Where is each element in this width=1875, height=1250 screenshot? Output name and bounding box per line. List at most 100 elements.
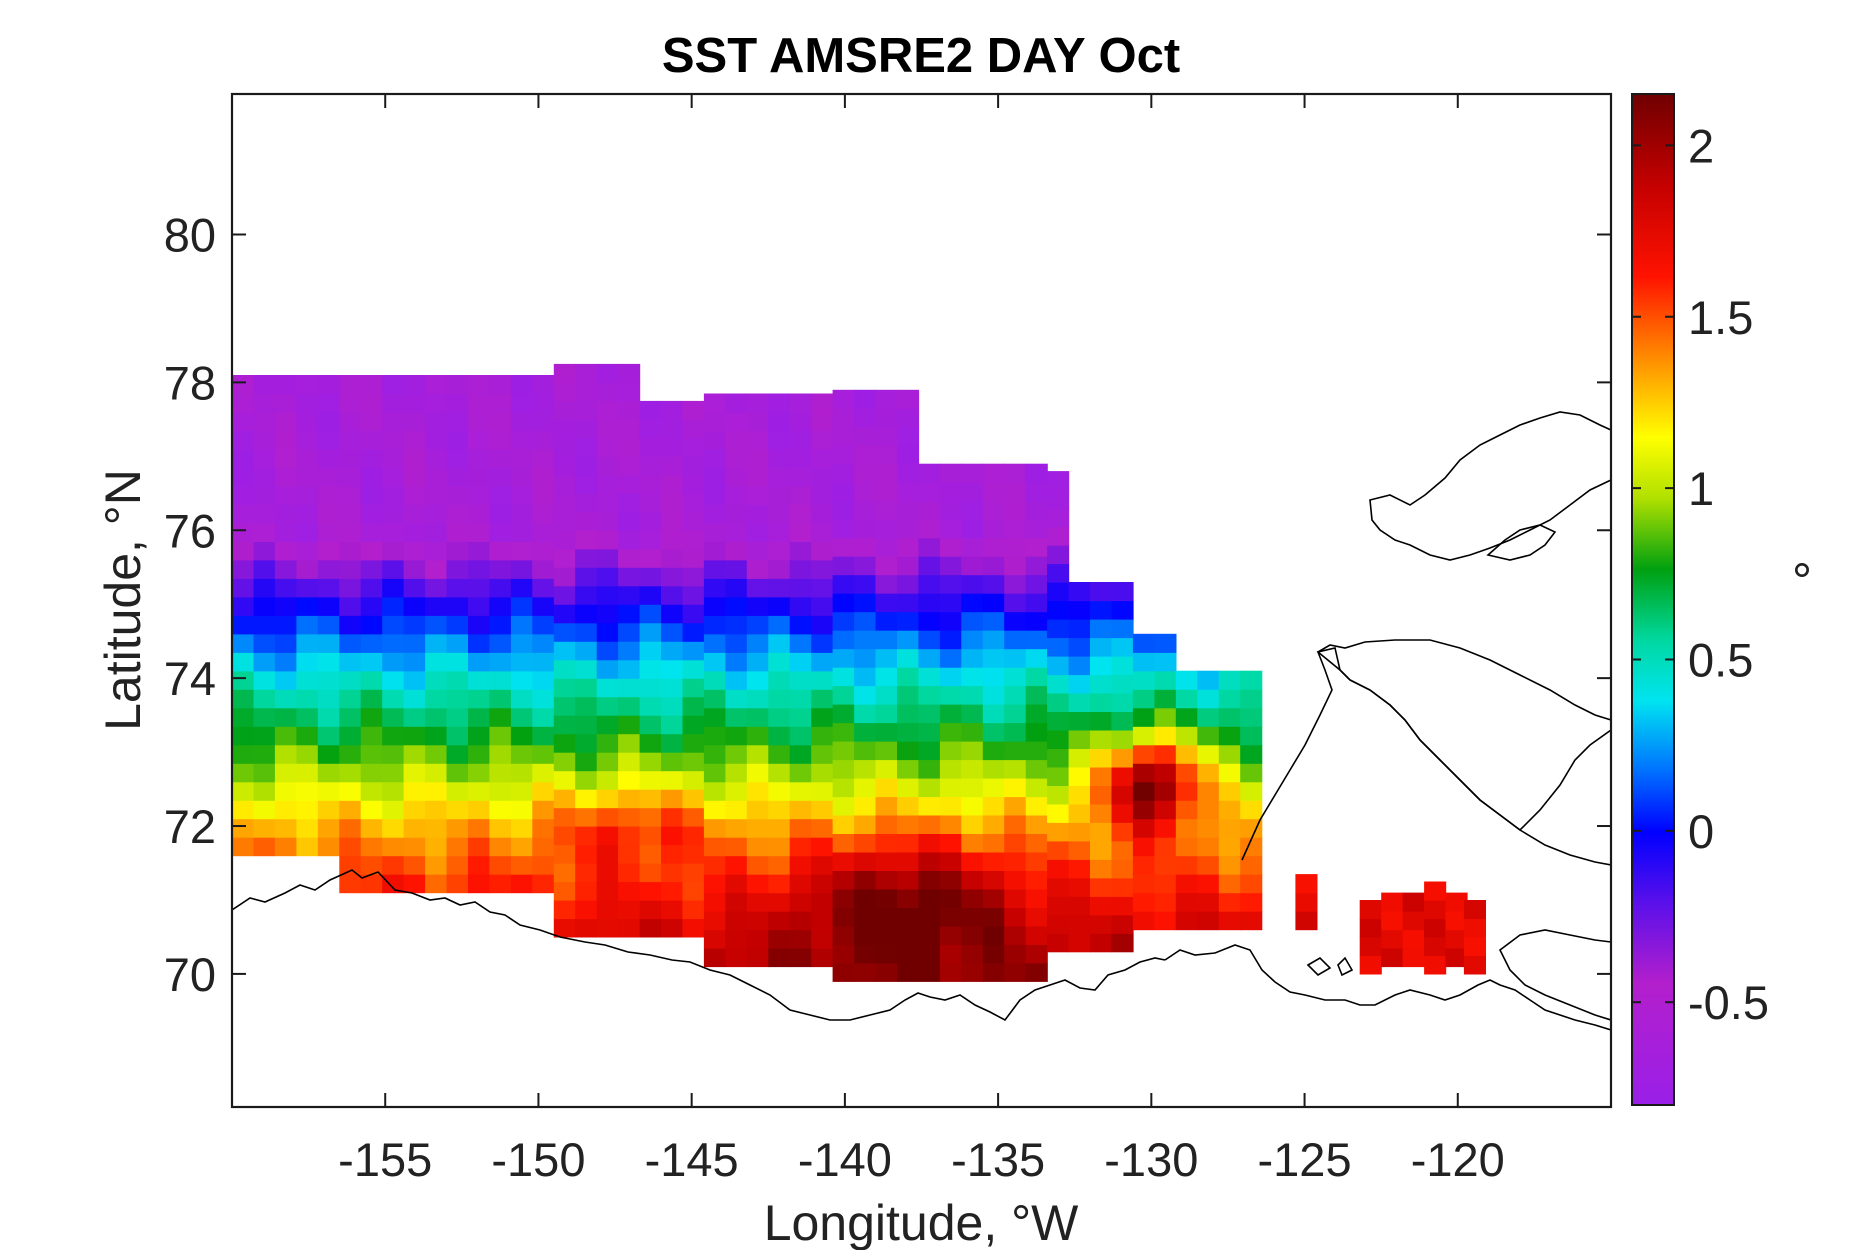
heatmap-cell (961, 630, 984, 650)
heatmap-cell (661, 696, 684, 716)
heatmap-cell (789, 800, 812, 820)
heatmap-cell (553, 863, 576, 883)
heatmap-cell (1025, 814, 1048, 834)
heatmap-cell (253, 707, 276, 727)
heatmap-cell (553, 622, 576, 642)
heatmap-cell (360, 448, 383, 468)
heatmap-cell (661, 881, 684, 901)
heatmap-cell (682, 585, 705, 605)
heatmap-cell (1240, 689, 1263, 709)
heatmap-cell (446, 578, 469, 598)
heatmap-cell (1090, 785, 1113, 805)
heatmap-cell (575, 363, 598, 383)
heatmap-cell (317, 726, 340, 746)
heatmap-cell (939, 667, 962, 687)
colorbar-ticks: -0.5 0 0.5 1 1.5 2 (1632, 119, 1769, 1029)
heatmap-cell (274, 652, 297, 672)
heatmap-cell (939, 833, 962, 853)
heatmap-cell (811, 393, 834, 413)
heatmap-cell (446, 559, 469, 579)
heatmap-cell (875, 426, 898, 446)
heatmap-cell (854, 925, 877, 945)
heatmap-cell (1004, 759, 1027, 779)
heatmap-cell (425, 874, 448, 894)
heatmap-cell (510, 615, 533, 635)
heatmap-cell (961, 611, 984, 631)
heatmap-cell (274, 670, 297, 690)
heatmap-cell (596, 752, 619, 772)
heatmap-cell (897, 704, 920, 724)
heatmap-cell (897, 851, 920, 871)
heatmap-cell (982, 648, 1005, 668)
heatmap-cell (553, 585, 576, 605)
heatmap-cell (1090, 637, 1113, 657)
heatmap-cell (532, 485, 555, 505)
heatmap-cell (768, 615, 791, 635)
heatmap-cell (468, 837, 491, 857)
heatmap-cell (510, 448, 533, 468)
heatmap-cell (1154, 744, 1177, 764)
heatmap-cell (854, 574, 877, 594)
heatmap-cell (296, 467, 319, 487)
heatmap-cell (618, 733, 641, 753)
heatmap-cell (532, 689, 555, 709)
heatmap-cell (596, 696, 619, 716)
heatmap-cell (1111, 914, 1134, 934)
heatmap-cell (746, 596, 769, 616)
heatmap-cell (489, 504, 512, 524)
heatmap-cell (768, 596, 791, 616)
heatmap-cell (360, 744, 383, 764)
heatmap-cell (232, 837, 255, 857)
heatmap-cell (317, 781, 340, 801)
heatmap-cell (274, 744, 297, 764)
heatmap-cell (618, 382, 641, 402)
heatmap-cell (982, 722, 1005, 742)
heatmap-cell (982, 574, 1005, 594)
heatmap-cell (854, 962, 877, 982)
heatmap-cell (939, 778, 962, 798)
heatmap-cell (274, 375, 297, 395)
y-tick-label: 76 (164, 504, 216, 557)
heatmap-cell (1025, 519, 1048, 539)
heatmap-cell (1047, 674, 1070, 694)
heatmap-cell (1068, 822, 1091, 842)
heatmap-cell (253, 541, 276, 561)
heatmap-cell (1068, 840, 1091, 860)
heatmap-cell (811, 652, 834, 672)
heatmap-cell (897, 778, 920, 798)
heatmap-cell (875, 796, 898, 816)
heatmap-cell (789, 615, 812, 635)
heatmap-cell (1132, 670, 1155, 690)
heatmap-cell (639, 807, 662, 827)
sst-heatmap (232, 363, 1486, 982)
heatmap-cell (639, 437, 662, 457)
heatmap-cell (982, 925, 1005, 945)
heatmap-cell (811, 541, 834, 561)
heatmap-cell (274, 689, 297, 709)
heatmap-cell (553, 474, 576, 494)
heatmap-cell (532, 504, 555, 524)
heatmap-cell (854, 667, 877, 687)
heatmap-cell (360, 578, 383, 598)
heatmap-cell (553, 493, 576, 513)
heatmap-cell (360, 393, 383, 413)
heatmap-cell (618, 530, 641, 550)
heatmap-cell (1175, 837, 1198, 857)
heatmap-cell (1197, 911, 1220, 931)
heatmap-cell (832, 814, 855, 834)
heatmap-cell (553, 789, 576, 809)
heatmap-cell (253, 393, 276, 413)
heatmap-cell (382, 430, 405, 450)
heatmap-cell (811, 485, 834, 505)
heatmap-cell (532, 652, 555, 672)
heatmap-cell (1218, 837, 1241, 857)
heatmap-cell (618, 918, 641, 938)
heatmap-cell (982, 778, 1005, 798)
heatmap-cell (425, 430, 448, 450)
heatmap-cell (982, 833, 1005, 853)
heatmap-cell (1068, 729, 1091, 749)
heatmap-cell (1025, 537, 1048, 557)
heatmap-cell (832, 870, 855, 890)
heatmap-cell (1025, 796, 1048, 816)
heatmap-cell (403, 430, 426, 450)
